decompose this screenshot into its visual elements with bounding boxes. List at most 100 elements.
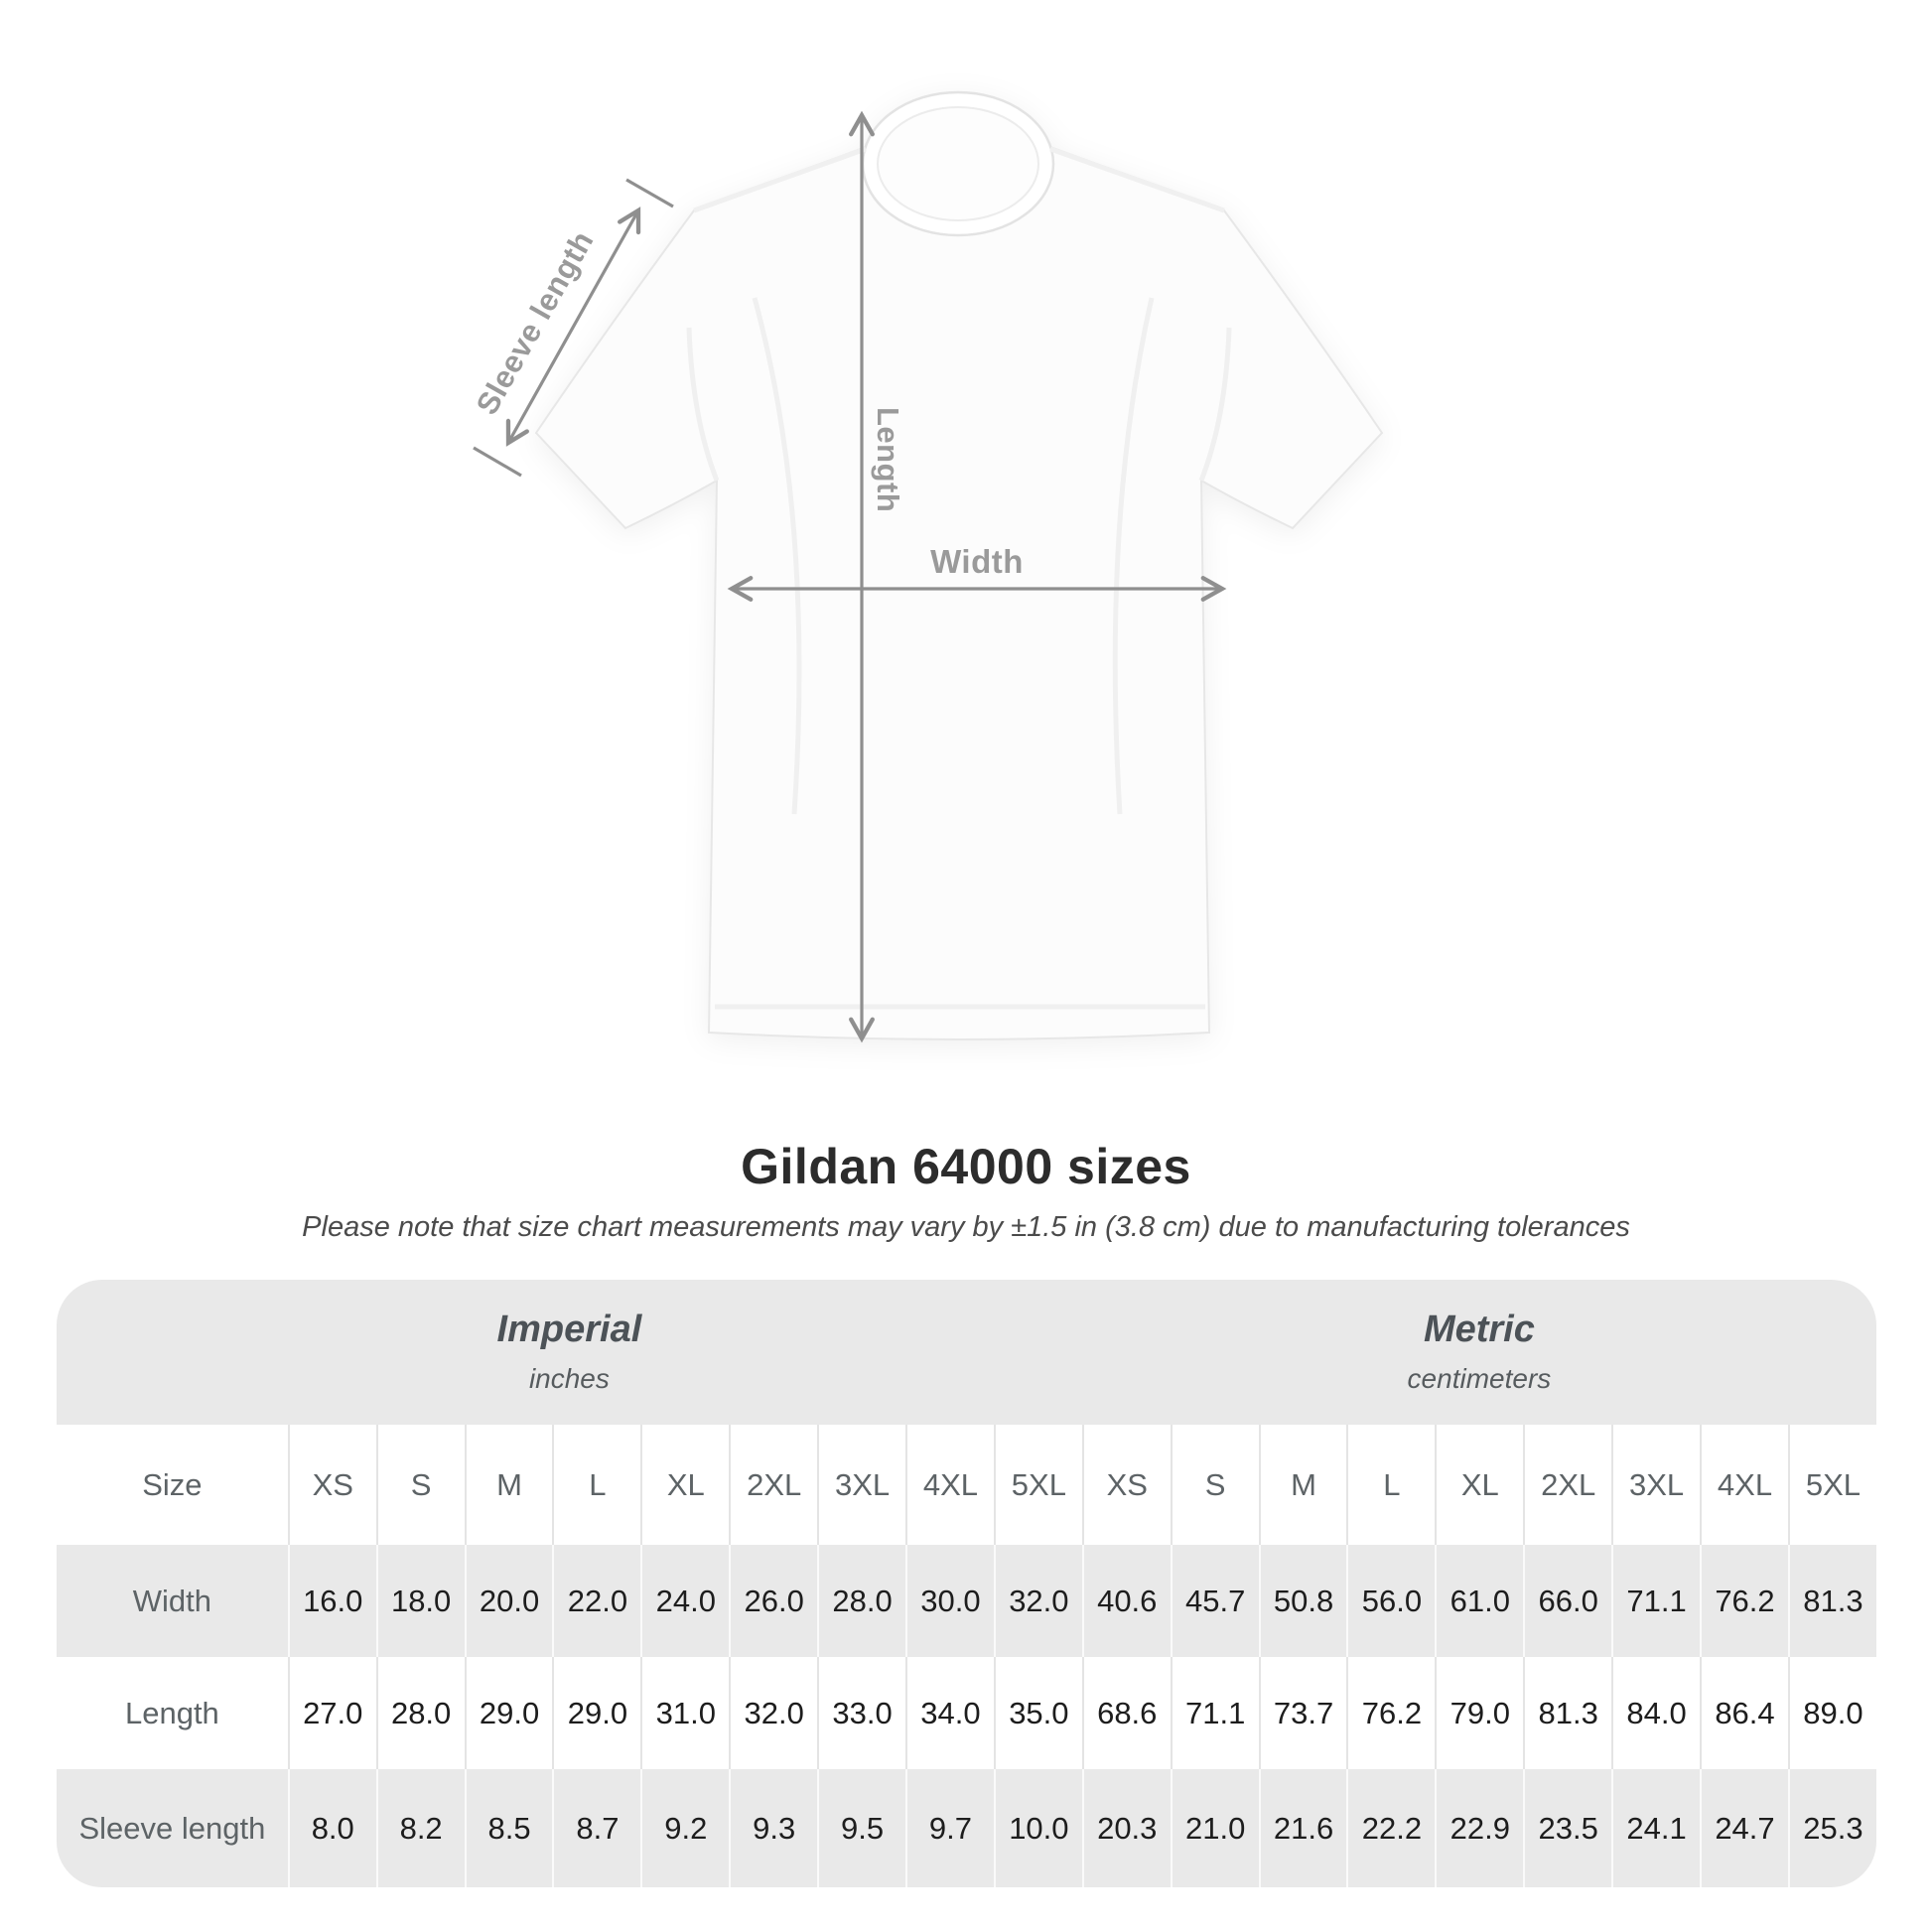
width-label: Width [930, 543, 1024, 580]
value-imperial-5xl: 32.0 [993, 1545, 1082, 1657]
value-imperial-l: 22.0 [552, 1545, 641, 1657]
size-table-body: Width 16.0 18.0 20.0 22.0 24.0 26.0 28.0 30.0 32.… [57, 1545, 1876, 1887]
size-header-imperial-5xl: 5XL [993, 1425, 1082, 1545]
value-imperial-3xl: 9.5 [817, 1769, 906, 1887]
value-metric-l: 56.0 [1346, 1545, 1436, 1657]
value-metric-3xl: 24.1 [1611, 1769, 1701, 1887]
row-label: Width [57, 1545, 288, 1657]
sleeve-arrow-end-tick-bottom [473, 446, 522, 478]
metric-unit-label: centimeters [1407, 1362, 1552, 1394]
imperial-label: Imperial [496, 1309, 642, 1351]
value-imperial-xs: 27.0 [287, 1657, 376, 1769]
value-metric-5xl: 89.0 [1787, 1657, 1876, 1769]
value-imperial-l: 29.0 [552, 1657, 641, 1769]
metric-group-header: Metric centimeters [1081, 1280, 1876, 1425]
value-metric-m: 21.6 [1258, 1769, 1347, 1887]
size-header-row: Size XS S M L XL 2XL 3XL 4XL 5XL XS S M L XL 2XL 3XL 4XL 5… [57, 1425, 1876, 1545]
tshirt-measurement-diagram: Sleeve length Length Width [470, 90, 1384, 1043]
size-header-metric-xs: XS [1081, 1425, 1171, 1545]
value-imperial-xl: 31.0 [640, 1657, 730, 1769]
value-imperial-xs: 16.0 [287, 1545, 376, 1657]
value-metric-2xl: 81.3 [1523, 1657, 1612, 1769]
value-imperial-4xl: 30.0 [905, 1545, 994, 1657]
value-imperial-s: 8.2 [375, 1769, 465, 1887]
value-metric-xs: 68.6 [1081, 1657, 1171, 1769]
measure-row-length: Length 27.0 28.0 29.0 29.0 31.0 32.0 33.0 34.0 35… [57, 1657, 1876, 1769]
value-metric-3xl: 84.0 [1611, 1657, 1701, 1769]
size-header-metric-4xl: 4XL [1700, 1425, 1788, 1545]
size-header-imperial-3xl: 3XL [817, 1425, 906, 1545]
size-header-imperial-4xl: 4XL [905, 1425, 994, 1545]
value-metric-4xl: 86.4 [1700, 1657, 1788, 1769]
value-imperial-5xl: 10.0 [993, 1769, 1082, 1887]
size-header-metric-3xl: 3XL [1611, 1425, 1701, 1545]
value-metric-l: 22.2 [1346, 1769, 1436, 1887]
metric-label: Metric [1423, 1309, 1535, 1351]
value-metric-xs: 20.3 [1081, 1769, 1171, 1887]
length-label: Length [871, 407, 905, 512]
size-column-header: Size [57, 1425, 288, 1545]
value-imperial-xl: 9.2 [640, 1769, 730, 1887]
value-imperial-2xl: 32.0 [729, 1657, 818, 1769]
size-header-imperial-2xl: 2XL [729, 1425, 818, 1545]
size-header-imperial-m: M [464, 1425, 553, 1545]
value-imperial-2xl: 26.0 [729, 1545, 818, 1657]
row-label: Sleeve length [57, 1769, 288, 1887]
tshirt-photo: Sleeve length Length Width [470, 90, 1384, 1043]
sleeve-length-arrow [505, 207, 641, 447]
collar [861, 90, 1055, 237]
value-metric-s: 45.7 [1170, 1545, 1259, 1657]
value-imperial-5xl: 35.0 [993, 1657, 1082, 1769]
value-metric-2xl: 23.5 [1523, 1769, 1612, 1887]
value-metric-5xl: 81.3 [1787, 1545, 1876, 1657]
imperial-group-header: Imperial inches [57, 1280, 1082, 1425]
value-metric-xl: 22.9 [1435, 1769, 1524, 1887]
size-header-metric-l: L [1346, 1425, 1436, 1545]
size-header-imperial-xs: XS [287, 1425, 376, 1545]
value-metric-2xl: 66.0 [1523, 1545, 1612, 1657]
value-metric-m: 50.8 [1258, 1545, 1347, 1657]
value-imperial-4xl: 9.7 [905, 1769, 994, 1887]
value-imperial-4xl: 34.0 [905, 1657, 994, 1769]
value-imperial-2xl: 9.3 [729, 1769, 818, 1887]
value-imperial-3xl: 33.0 [817, 1657, 906, 1769]
size-header-metric-m: M [1258, 1425, 1347, 1545]
value-imperial-l: 8.7 [552, 1769, 641, 1887]
value-metric-4xl: 76.2 [1700, 1545, 1788, 1657]
sleeve-arrow-end-tick-top [625, 178, 674, 208]
value-metric-4xl: 24.7 [1700, 1769, 1788, 1887]
size-header-metric-5xl: 5XL [1787, 1425, 1876, 1545]
size-header-imperial-s: S [375, 1425, 465, 1545]
value-imperial-xl: 24.0 [640, 1545, 730, 1657]
fabric-folds [686, 146, 1232, 1010]
value-imperial-m: 8.5 [464, 1769, 553, 1887]
value-metric-m: 73.7 [1258, 1657, 1347, 1769]
value-metric-xl: 79.0 [1435, 1657, 1524, 1769]
size-table-container: Imperial inches Metric centimeters Size X… [57, 1280, 1876, 1887]
value-metric-l: 76.2 [1346, 1657, 1436, 1769]
measure-row-sleeve-length: Sleeve length 8.0 8.2 8.5 8.7 9.2 9.3 9.5 9.7 10.… [57, 1769, 1876, 1887]
size-header-imperial-xl: XL [640, 1425, 730, 1545]
value-imperial-s: 18.0 [375, 1545, 465, 1657]
value-metric-s: 71.1 [1170, 1657, 1259, 1769]
size-table: Imperial inches Metric centimeters Size X… [57, 1280, 1876, 1887]
value-imperial-3xl: 28.0 [817, 1545, 906, 1657]
measure-row-width: Width 16.0 18.0 20.0 22.0 24.0 26.0 28.0 30.0 32.… [57, 1545, 1876, 1657]
value-imperial-s: 28.0 [375, 1657, 465, 1769]
size-header-metric-xl: XL [1435, 1425, 1524, 1545]
row-label: Length [57, 1657, 288, 1769]
value-metric-5xl: 25.3 [1787, 1769, 1876, 1887]
size-header-metric-2xl: 2XL [1523, 1425, 1612, 1545]
tolerance-note: Please note that size chart measurements… [302, 1211, 1630, 1243]
page-title: Gildan 64000 sizes [741, 1139, 1191, 1194]
value-imperial-m: 29.0 [464, 1657, 553, 1769]
size-header-metric-s: S [1170, 1425, 1259, 1545]
value-metric-xs: 40.6 [1081, 1545, 1171, 1657]
size-header-imperial-l: L [552, 1425, 641, 1545]
value-metric-3xl: 71.1 [1611, 1545, 1701, 1657]
value-imperial-m: 20.0 [464, 1545, 553, 1657]
value-metric-s: 21.0 [1170, 1769, 1259, 1887]
unit-group-header-row: Imperial inches Metric centimeters [57, 1280, 1876, 1425]
value-metric-xl: 61.0 [1435, 1545, 1524, 1657]
